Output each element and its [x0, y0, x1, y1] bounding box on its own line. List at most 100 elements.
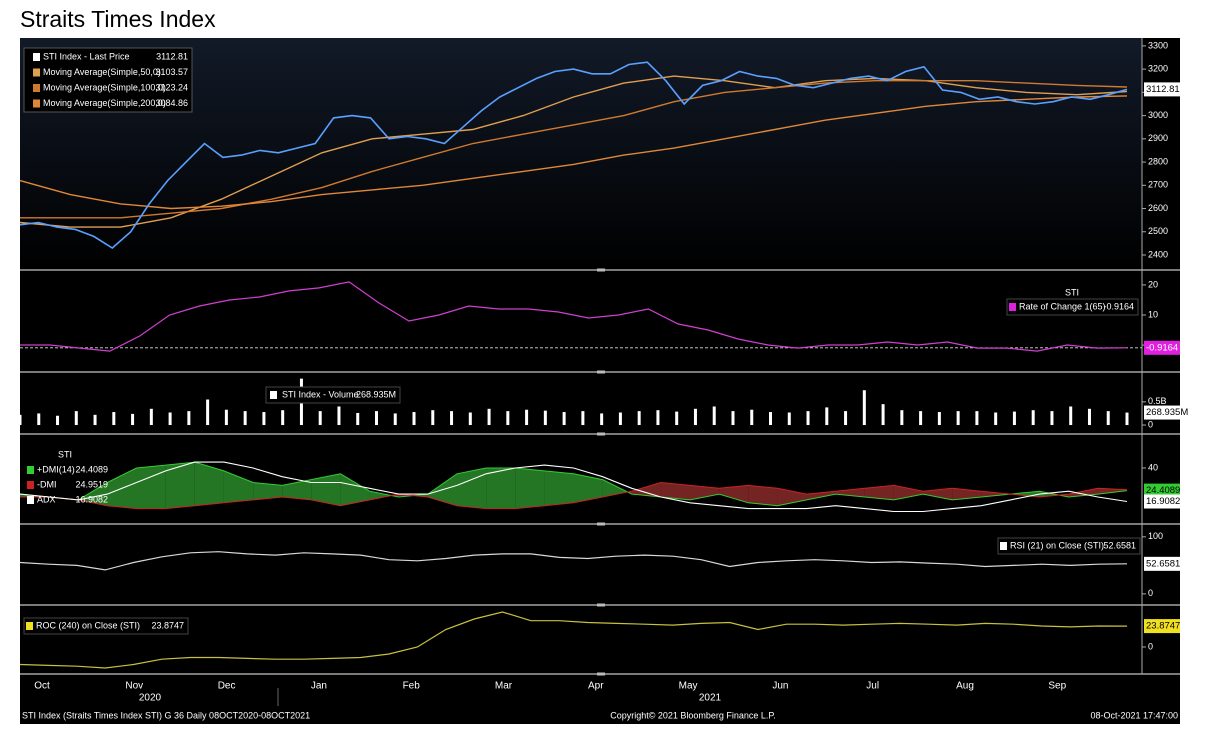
dmi-fill	[223, 470, 254, 503]
volume-bar	[131, 413, 135, 426]
volume-bar	[1031, 410, 1035, 426]
legend-label: STI Index - Volume	[282, 389, 359, 399]
volume-bar	[374, 411, 378, 426]
x-year-label: 2021	[699, 693, 722, 704]
volume-bar	[787, 412, 791, 426]
value-box	[1144, 556, 1180, 571]
volume-bar	[393, 413, 397, 426]
legend-swatch	[26, 622, 33, 630]
dmi-fill	[660, 482, 690, 500]
volume-bar	[187, 411, 191, 426]
legend-swatch	[27, 481, 34, 489]
dmi-fill	[777, 488, 807, 506]
volume-bar	[468, 412, 472, 426]
legend-value: 23.8747	[151, 620, 184, 630]
x-tick-label: Dec	[218, 681, 236, 692]
dmi-fill	[544, 470, 574, 506]
panel-grip	[597, 522, 605, 526]
y-tick-label: 40	[1148, 462, 1158, 472]
y-tick-label: 0	[1148, 419, 1153, 429]
legend-swatch	[33, 53, 40, 61]
volume-bar	[318, 411, 322, 426]
volume-bar	[825, 407, 829, 426]
legend-swatch	[33, 99, 40, 108]
legend-value: 3112.81	[156, 51, 188, 61]
volume-bar	[562, 412, 566, 426]
volume-bar	[618, 412, 622, 426]
x-tick-label: Jan	[311, 681, 327, 692]
legend-label: STI Index - Last Price	[43, 51, 130, 61]
dmi-fill	[369, 491, 392, 500]
dmi-fill	[835, 488, 865, 497]
volume-bar	[1012, 411, 1016, 426]
volume-bar	[1125, 412, 1129, 426]
panel-grip	[597, 603, 605, 607]
y-tick-label: 2800	[1148, 156, 1168, 166]
x-tick-label: Nov	[125, 681, 143, 692]
y-tick-label: 2600	[1148, 203, 1168, 213]
y-tick-label: 2700	[1148, 180, 1168, 190]
x-year-label: 2020	[139, 693, 162, 704]
x-tick-label: Jun	[772, 681, 788, 692]
volume-bar	[431, 410, 435, 426]
dmi-fill	[923, 488, 953, 500]
panel-grip	[597, 432, 605, 436]
volume-bar	[806, 411, 810, 426]
volume-bar	[900, 410, 904, 426]
ma-line	[19, 95, 1128, 210]
legend-value: 24.4089	[75, 464, 108, 474]
dmi-fill	[136, 465, 166, 509]
value-box	[1144, 619, 1180, 634]
volume-bar	[74, 411, 78, 426]
volume-bar	[1069, 406, 1073, 426]
volume-bar	[975, 411, 979, 426]
y-tick-label: 3000	[1148, 110, 1168, 120]
panel-title: STI	[58, 449, 72, 459]
legend-label: ADX	[37, 494, 56, 504]
footer-left: STI Index (Straits Times Index STI) G 36…	[22, 710, 310, 720]
volume-bar	[769, 412, 773, 426]
legend-value: -0.9164	[1103, 301, 1134, 311]
volume-bar	[637, 411, 641, 426]
panel-grip	[597, 370, 605, 374]
y-tick-label: 10	[1148, 309, 1158, 319]
legend-label: -DMI	[37, 479, 57, 489]
legend-box	[23, 617, 189, 635]
value-box	[1144, 405, 1180, 420]
volume-bar	[168, 412, 172, 426]
value-box	[1144, 82, 1180, 97]
dmi-fill	[457, 468, 487, 509]
volume-bar	[112, 412, 116, 426]
value-box-label: 268.935M	[1146, 407, 1188, 418]
dmi-fill	[194, 462, 224, 506]
legend-value: 16.9082	[75, 494, 108, 504]
volume-bar	[600, 413, 604, 426]
volume-bar	[956, 411, 960, 426]
volume-bar	[206, 399, 210, 426]
volume-bar	[581, 411, 585, 426]
value-box-label: -0.9164	[1146, 342, 1178, 353]
dmi-fill	[282, 479, 312, 500]
ma-line	[19, 75, 1128, 228]
value-box-label: 52.6581	[1146, 558, 1180, 569]
volume-bar	[862, 390, 866, 426]
legend-swatch	[33, 68, 40, 77]
legend-swatch	[27, 496, 34, 504]
volume-bar	[487, 408, 491, 426]
dmi-fill	[165, 462, 195, 509]
legend-box	[265, 386, 401, 404]
volume-bar	[750, 409, 754, 426]
volume-bar	[243, 411, 247, 426]
value-box	[1144, 483, 1180, 498]
y-tick-label: 3200	[1148, 64, 1168, 74]
dmi-fill	[893, 485, 924, 500]
legend-swatch	[1000, 542, 1007, 550]
x-tick-label: Sep	[1048, 681, 1066, 692]
dmi-fill	[340, 473, 370, 506]
legend-value: 52.6581	[1103, 540, 1136, 550]
panel-title: STI	[1065, 287, 1079, 297]
volume-bar	[712, 406, 716, 426]
dmi-fill	[253, 482, 283, 500]
